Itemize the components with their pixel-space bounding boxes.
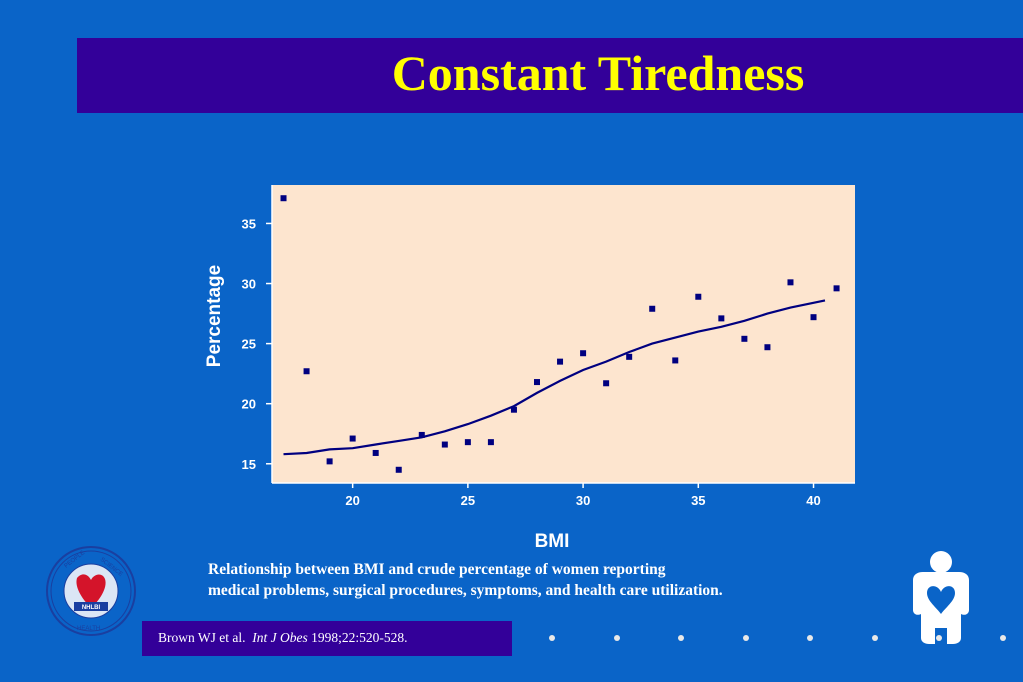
x-axis-label: BMI — [535, 531, 570, 552]
y-tick-label: 20 — [242, 397, 256, 412]
data-point — [510, 406, 517, 413]
data-point — [534, 379, 540, 386]
citation: Brown WJ et al. Int J Obes 1998;22:520-5… — [158, 630, 407, 646]
y-tick-label: 35 — [242, 216, 256, 231]
data-point — [349, 435, 356, 442]
data-point — [557, 358, 564, 365]
dot — [807, 635, 813, 641]
decorative-dots — [540, 629, 1023, 649]
slide-title: Constant Tiredness — [391, 45, 805, 101]
data-points — [280, 195, 840, 473]
data-point — [810, 314, 817, 321]
data-point — [626, 353, 633, 360]
figure-caption: Relationship between BMI and crude perce… — [208, 559, 848, 601]
y-axis-label: Percentage — [204, 265, 225, 367]
data-point — [395, 466, 402, 473]
title-bar: Constant Tiredness — [77, 38, 1023, 113]
x-tick-label: 30 — [576, 493, 590, 508]
dot — [678, 635, 684, 641]
x-tick-label: 20 — [345, 493, 359, 508]
svg-text:HEALTH: HEALTH — [77, 626, 100, 632]
data-point — [787, 279, 794, 286]
data-point — [580, 350, 587, 357]
trend-line — [283, 299, 826, 456]
caption-line-1: Relationship between BMI and crude perce… — [208, 561, 666, 578]
data-point — [672, 357, 679, 364]
y-tick-label: 30 — [242, 277, 256, 292]
dot — [1000, 635, 1006, 641]
x-tick-label: 40 — [806, 493, 820, 508]
data-point — [649, 305, 656, 312]
data-point — [418, 431, 425, 438]
citation-journal: Int J Obes — [252, 630, 308, 645]
y-tick-label: 15 — [242, 457, 256, 472]
dot — [549, 635, 555, 641]
svg-text:NHLBI: NHLBI — [82, 605, 101, 611]
nhlbi-seal-logo: NHLBI PEOPLE SCIENCE HEALTH — [46, 546, 136, 636]
data-point — [326, 458, 333, 465]
data-point — [303, 368, 310, 375]
data-point — [718, 315, 725, 322]
data-point — [487, 439, 494, 446]
axes: 20 25 30 35 40 15 20 25 30 35 — [242, 185, 855, 508]
heart-person-icon — [913, 551, 969, 644]
dot — [614, 635, 620, 641]
data-point — [695, 293, 702, 300]
citation-details: 1998;22:520-528. — [311, 630, 408, 645]
data-point — [280, 195, 287, 202]
data-point — [464, 439, 471, 446]
data-point — [833, 285, 840, 292]
caption-line-2: medical problems, surgical procedures, s… — [208, 582, 723, 599]
citation-box: Brown WJ et al. Int J Obes 1998;22:520-5… — [142, 621, 512, 656]
x-tick-label: 35 — [691, 493, 705, 508]
plot-area — [272, 185, 855, 483]
data-point — [764, 344, 771, 351]
data-point — [372, 449, 379, 456]
dot — [936, 635, 942, 641]
data-point — [603, 380, 610, 387]
dot — [872, 635, 878, 641]
citation-authors: Brown WJ et al. — [158, 630, 246, 645]
data-point — [741, 335, 748, 342]
dot — [743, 635, 749, 641]
data-point — [441, 441, 448, 448]
x-tick-label: 25 — [461, 493, 475, 508]
y-tick-label: 25 — [242, 337, 256, 352]
